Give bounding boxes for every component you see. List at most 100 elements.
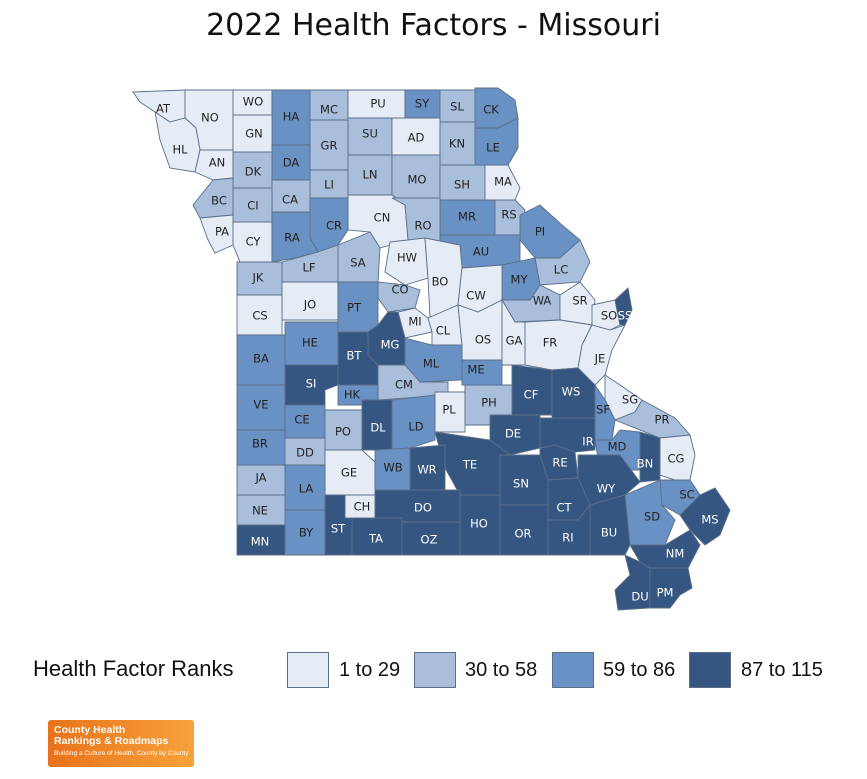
county-label-mn: MN — [251, 535, 270, 549]
county-oz — [401, 521, 461, 556]
county-label-gr: GR — [321, 139, 338, 153]
county-label-bu: BU — [601, 526, 617, 540]
county-label-je: JE — [594, 352, 606, 366]
county-hw — [384, 237, 429, 286]
county-label-bn: BN — [637, 457, 654, 471]
county-label-me: ME — [467, 363, 484, 377]
county-label-pt: PT — [347, 301, 362, 315]
county-label-hw: HW — [397, 251, 417, 265]
county-label-ho: HO — [470, 517, 488, 531]
county-label-sn: SN — [513, 477, 529, 491]
county-label-ve: VE — [253, 398, 268, 412]
county-label-cs: CS — [252, 309, 267, 323]
county-label-my: MY — [511, 273, 529, 287]
logo-tagline: Building a Culture of Health, County by … — [54, 750, 189, 757]
county-label-gn: GN — [245, 127, 263, 141]
county-label-ta: TA — [368, 532, 383, 546]
county-label-ra: RA — [284, 231, 300, 245]
county-label-jo: JO — [303, 298, 316, 312]
county-label-ce: CE — [294, 413, 309, 427]
logo-line-1: County Health — [54, 724, 126, 736]
county-label-ha: HA — [283, 110, 300, 124]
county-label-jk: JK — [252, 271, 264, 285]
county-label-ga: GA — [506, 334, 523, 348]
county-label-si: SI — [306, 377, 317, 391]
county-label-bo: BO — [432, 275, 449, 289]
legend-title: Health Factor Ranks — [33, 656, 234, 681]
legend-swatch-4 — [689, 652, 731, 688]
county-label-so: SO — [601, 309, 617, 323]
county-shapes — [132, 87, 731, 611]
county-label-su: SU — [362, 127, 378, 141]
county-label-dd: DD — [296, 446, 314, 460]
county-label-pm: PM — [657, 586, 674, 600]
county-label-or: OR — [514, 527, 531, 541]
county-label-fr: FR — [543, 336, 558, 350]
legend-swatch-3 — [552, 652, 594, 688]
county-label-ct: CT — [556, 501, 572, 515]
county-label-te: TE — [462, 458, 477, 472]
county-label-ck: CK — [483, 103, 499, 117]
county-ss — [614, 287, 633, 326]
county-ms — [679, 487, 731, 546]
legend-label-4: 87 to 115 — [741, 659, 823, 681]
county-label-by: BY — [299, 526, 314, 540]
county-label-ld: LD — [408, 420, 423, 434]
county-label-sh: SH — [454, 178, 470, 192]
county-label-mr: MR — [458, 210, 476, 224]
county-label-sc: SC — [679, 488, 694, 502]
county-label-cn: CN — [374, 211, 391, 225]
county-label-pa: PA — [215, 225, 229, 239]
county-label-he: HE — [302, 336, 318, 350]
county-label-an: AN — [209, 156, 225, 170]
county-label-cw: CW — [466, 289, 485, 303]
county-label-dk: DK — [245, 165, 262, 179]
county-label-cg: CG — [668, 452, 685, 466]
county-label-wo: WO — [243, 95, 263, 109]
county-label-po: PO — [335, 425, 351, 439]
county-label-li: LI — [324, 178, 334, 192]
county-label-dl: DL — [370, 421, 386, 435]
county-label-sy: SY — [415, 97, 430, 111]
county-label-wy: WY — [597, 482, 616, 496]
legend-label-1: 1 to 29 — [339, 659, 401, 681]
legend-swatch-2 — [414, 652, 456, 688]
county-ri — [547, 503, 591, 556]
county-label-de: DE — [505, 427, 521, 441]
county-label-ri: RI — [562, 531, 573, 545]
county-label-ch: CH — [354, 500, 371, 514]
county-label-sf: SF — [596, 403, 610, 417]
county-health-rankings-logo: County Health Rankings & Roadmaps Buildi… — [48, 720, 194, 767]
county-label-mg: MG — [381, 338, 400, 352]
county-label-sl: SL — [450, 100, 464, 114]
county-label-wa: WA — [533, 294, 552, 308]
county-label-ss: SS — [618, 309, 633, 323]
county-label-cf: CF — [524, 388, 539, 402]
county-label-ms: MS — [701, 513, 718, 527]
logo-line-2: Rankings & Roadmaps — [54, 735, 169, 747]
county-label-ro: RO — [414, 219, 431, 233]
county-label-wb: WB — [383, 461, 402, 475]
county-label-co: CO — [391, 283, 408, 297]
county-label-au: AU — [473, 245, 489, 259]
county-label-at: AT — [156, 102, 171, 116]
legend-swatch-1 — [287, 652, 329, 688]
county-label-ws: WS — [562, 385, 581, 399]
county-label-la: LA — [299, 482, 314, 496]
county-label-sd: SD — [644, 510, 660, 524]
county-label-bt: BT — [347, 349, 363, 363]
county-label-sg: SG — [622, 393, 638, 407]
county-label-ci: CI — [247, 199, 258, 213]
county-labels: AT NO WO HA MC PU SY SL CK HL GN SU AD KN LE AN DA GR DK LN… — [156, 95, 719, 604]
county-label-rs: RS — [501, 208, 516, 222]
county-label-mc: MC — [320, 103, 338, 117]
county-label-cy: CY — [246, 235, 262, 249]
county-label-ln: LN — [362, 168, 377, 182]
county-label-pi: PI — [535, 225, 545, 239]
county-ld — [391, 394, 436, 451]
county-sa — [337, 231, 381, 283]
county-label-kn: KN — [449, 137, 465, 151]
legend-label-2: 30 to 58 — [465, 659, 538, 681]
county-label-ph: PH — [481, 396, 497, 410]
county-label-ir: IR — [582, 435, 593, 449]
